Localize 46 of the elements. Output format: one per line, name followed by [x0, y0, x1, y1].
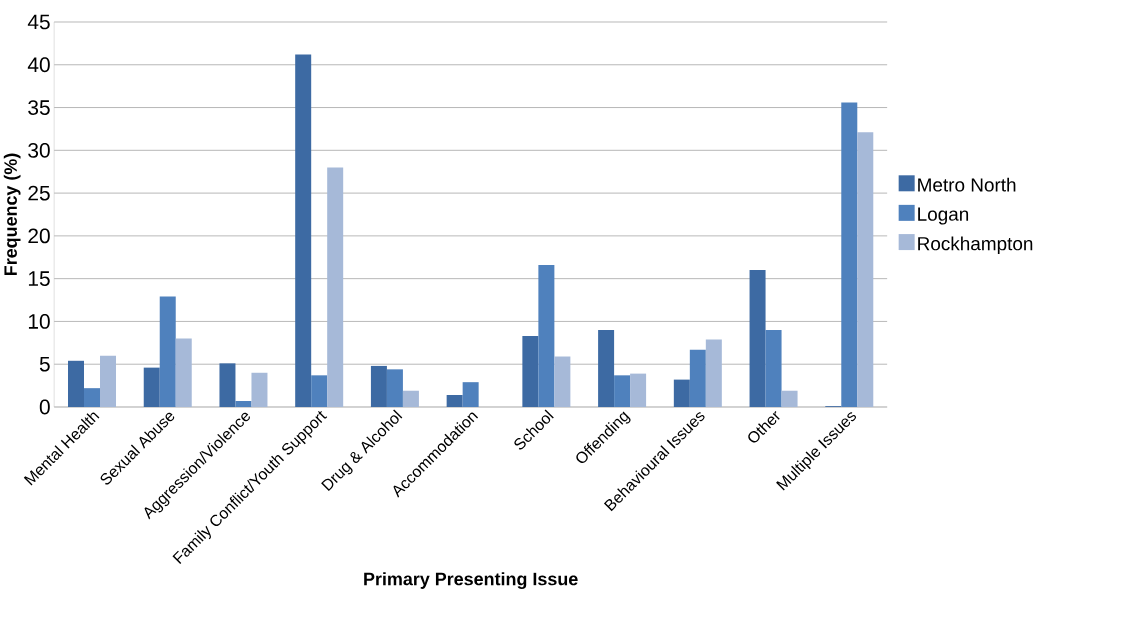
y-tick-label: 45 — [27, 14, 50, 30]
bar — [705, 339, 722, 407]
bar — [689, 349, 706, 407]
legend-label: Logan — [918, 207, 969, 225]
bar — [175, 338, 192, 407]
bar — [295, 54, 312, 407]
bar — [765, 329, 782, 407]
bar — [598, 329, 615, 407]
y-tick-label: 10 — [28, 314, 50, 329]
y-tick-label: 5 — [39, 356, 50, 372]
bar — [749, 270, 766, 407]
bar — [311, 375, 328, 407]
bar — [673, 379, 690, 407]
bar — [857, 132, 874, 407]
bar — [68, 360, 85, 407]
bar — [143, 367, 160, 407]
bar — [370, 365, 387, 407]
bar — [402, 390, 419, 407]
bar — [841, 102, 858, 407]
y-tick-label: 30 — [28, 142, 50, 158]
y-axis-title: Frequency (%) — [3, 153, 21, 276]
bar — [462, 382, 479, 407]
bar — [630, 373, 647, 407]
y-tick-label: 15 — [28, 271, 50, 286]
y-tick-label: 40 — [27, 57, 50, 73]
y-tick-label: 25 — [28, 185, 50, 201]
x-axis-title: Primary Presenting Issue — [364, 572, 578, 589]
bar — [100, 355, 117, 407]
bar — [84, 388, 101, 407]
legend-label: Metro North — [918, 177, 1016, 192]
bar — [251, 372, 268, 407]
bar — [327, 167, 344, 407]
bar — [538, 264, 555, 407]
bar — [219, 363, 236, 407]
bar — [614, 375, 631, 407]
y-tick-label: 0 — [39, 399, 50, 415]
bar — [446, 395, 463, 407]
bar — [781, 390, 798, 407]
bar — [235, 401, 252, 407]
bar — [554, 356, 571, 407]
legend-label: Rockhampton — [918, 236, 1033, 255]
bar — [386, 369, 403, 407]
bar — [159, 296, 176, 407]
y-tick-label: 35 — [28, 100, 50, 115]
bar — [522, 335, 539, 407]
y-tick-label: 20 — [28, 228, 50, 244]
